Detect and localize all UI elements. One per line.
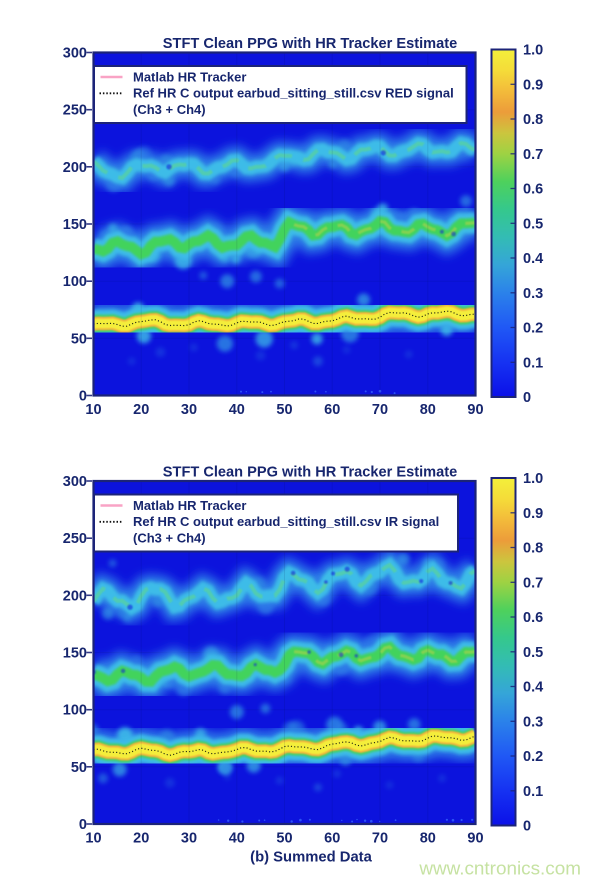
svg-text:150: 150 <box>63 646 87 662</box>
svg-text:30: 30 <box>181 831 197 847</box>
svg-text:100: 100 <box>63 703 87 719</box>
svg-text:100: 100 <box>63 274 87 290</box>
svg-text:0.7: 0.7 <box>523 575 543 591</box>
svg-text:0: 0 <box>523 819 531 835</box>
svg-text:0.7: 0.7 <box>523 147 543 163</box>
svg-text:20: 20 <box>133 831 149 847</box>
svg-text:1.0: 1.0 <box>523 471 543 487</box>
svg-text:0: 0 <box>79 389 87 405</box>
svg-text:10: 10 <box>85 831 101 847</box>
svg-text:0.2: 0.2 <box>523 749 543 765</box>
svg-text:150: 150 <box>63 217 87 233</box>
svg-text:STFT Clean PPG with HR Tracker: STFT Clean PPG with HR Tracker Estimate <box>163 465 457 481</box>
svg-text:0.5: 0.5 <box>523 216 543 232</box>
svg-text:90: 90 <box>467 831 483 847</box>
svg-text:50: 50 <box>276 402 292 418</box>
svg-text:50: 50 <box>71 760 87 776</box>
svg-text:0: 0 <box>79 817 87 833</box>
svg-text:40: 40 <box>229 402 245 418</box>
svg-text:1.0: 1.0 <box>523 43 543 59</box>
svg-text:40: 40 <box>229 831 245 847</box>
svg-text:50: 50 <box>276 831 292 847</box>
svg-text:0.8: 0.8 <box>523 112 543 128</box>
svg-text:20: 20 <box>133 402 149 418</box>
svg-text:70: 70 <box>372 402 388 418</box>
svg-text:(Ch3 + Ch4): (Ch3 + Ch4) <box>133 530 206 545</box>
svg-text:Ref HR C output earbud_sitting: Ref HR C output earbud_sitting_still.csv… <box>133 86 454 101</box>
svg-text:0.6: 0.6 <box>523 182 543 198</box>
svg-text:(Ch3 + Ch4): (Ch3 + Ch4) <box>133 102 206 117</box>
svg-text:80: 80 <box>420 402 436 418</box>
svg-text:250: 250 <box>63 531 87 547</box>
svg-text:0.2: 0.2 <box>523 321 543 337</box>
svg-text:0.8: 0.8 <box>523 541 543 557</box>
svg-text:0.4: 0.4 <box>523 680 543 696</box>
svg-text:60: 60 <box>324 831 340 847</box>
svg-text:0.1: 0.1 <box>523 784 543 800</box>
svg-text:30: 30 <box>181 402 197 418</box>
svg-text:0.3: 0.3 <box>523 714 543 730</box>
svg-text:STFT Clean PPG with HR Tracker: STFT Clean PPG with HR Tracker Estimate <box>163 36 457 52</box>
svg-text:0.3: 0.3 <box>523 286 543 302</box>
svg-text:80: 80 <box>420 831 436 847</box>
svg-text:Matlab HR Tracker: Matlab HR Tracker <box>133 69 246 84</box>
svg-text:10: 10 <box>85 402 101 418</box>
svg-text:300: 300 <box>63 46 87 62</box>
svg-text:200: 200 <box>63 160 87 176</box>
svg-text:250: 250 <box>63 103 87 119</box>
svg-text:70: 70 <box>372 831 388 847</box>
svg-text:Matlab HR Tracker: Matlab HR Tracker <box>133 498 246 513</box>
svg-text:0.9: 0.9 <box>523 77 543 93</box>
svg-text:0.4: 0.4 <box>523 251 543 267</box>
svg-text:www.cntronics.com: www.cntronics.com <box>418 859 581 880</box>
svg-text:200: 200 <box>63 588 87 604</box>
svg-text:60: 60 <box>324 402 340 418</box>
svg-text:50: 50 <box>71 331 87 347</box>
svg-text:0.9: 0.9 <box>523 506 543 522</box>
svg-text:0.1: 0.1 <box>523 355 543 371</box>
svg-text:0: 0 <box>523 390 531 406</box>
svg-text:Ref HR C output earbud_sitting: Ref HR C output earbud_sitting_still.csv… <box>133 514 439 529</box>
svg-text:0.5: 0.5 <box>523 645 543 661</box>
svg-text:0.6: 0.6 <box>523 610 543 626</box>
svg-text:(b) Summed Data: (b) Summed Data <box>250 850 372 866</box>
svg-text:300: 300 <box>63 474 87 490</box>
svg-text:90: 90 <box>467 402 483 418</box>
